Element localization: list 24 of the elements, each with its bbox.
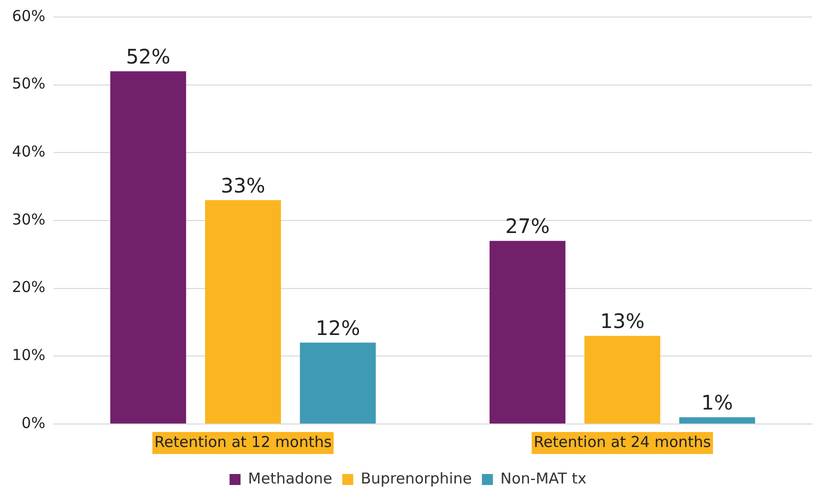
bar (110, 71, 186, 424)
y-tick-label: 30% (12, 210, 46, 228)
y-tick-label: 40% (12, 142, 46, 161)
data-label: 1% (701, 390, 734, 414)
legend-label: Buprenorphine (360, 469, 472, 488)
legend-label: Non-MAT tx (500, 469, 587, 488)
data-label: 33% (220, 173, 266, 198)
bar (679, 417, 756, 424)
y-tick-label: 0% (22, 414, 46, 432)
y-tick-label: 60% (12, 6, 46, 25)
bar (584, 336, 660, 424)
x-tick-label: Retention at 12 months (154, 432, 332, 451)
y-tick-label: 10% (12, 346, 46, 364)
data-label: 52% (126, 44, 170, 68)
data-label: 12% (316, 316, 360, 340)
data-label: 27% (505, 214, 550, 238)
y-tick-label: 50% (12, 74, 46, 93)
y-tick-label: 20% (12, 278, 46, 296)
bar (205, 200, 281, 424)
legend-label: Methadone (248, 469, 332, 488)
bar (300, 342, 376, 424)
bar (490, 240, 566, 424)
data-label: 13% (600, 309, 645, 334)
x-tick-label: Retention at 24 months (534, 432, 712, 451)
